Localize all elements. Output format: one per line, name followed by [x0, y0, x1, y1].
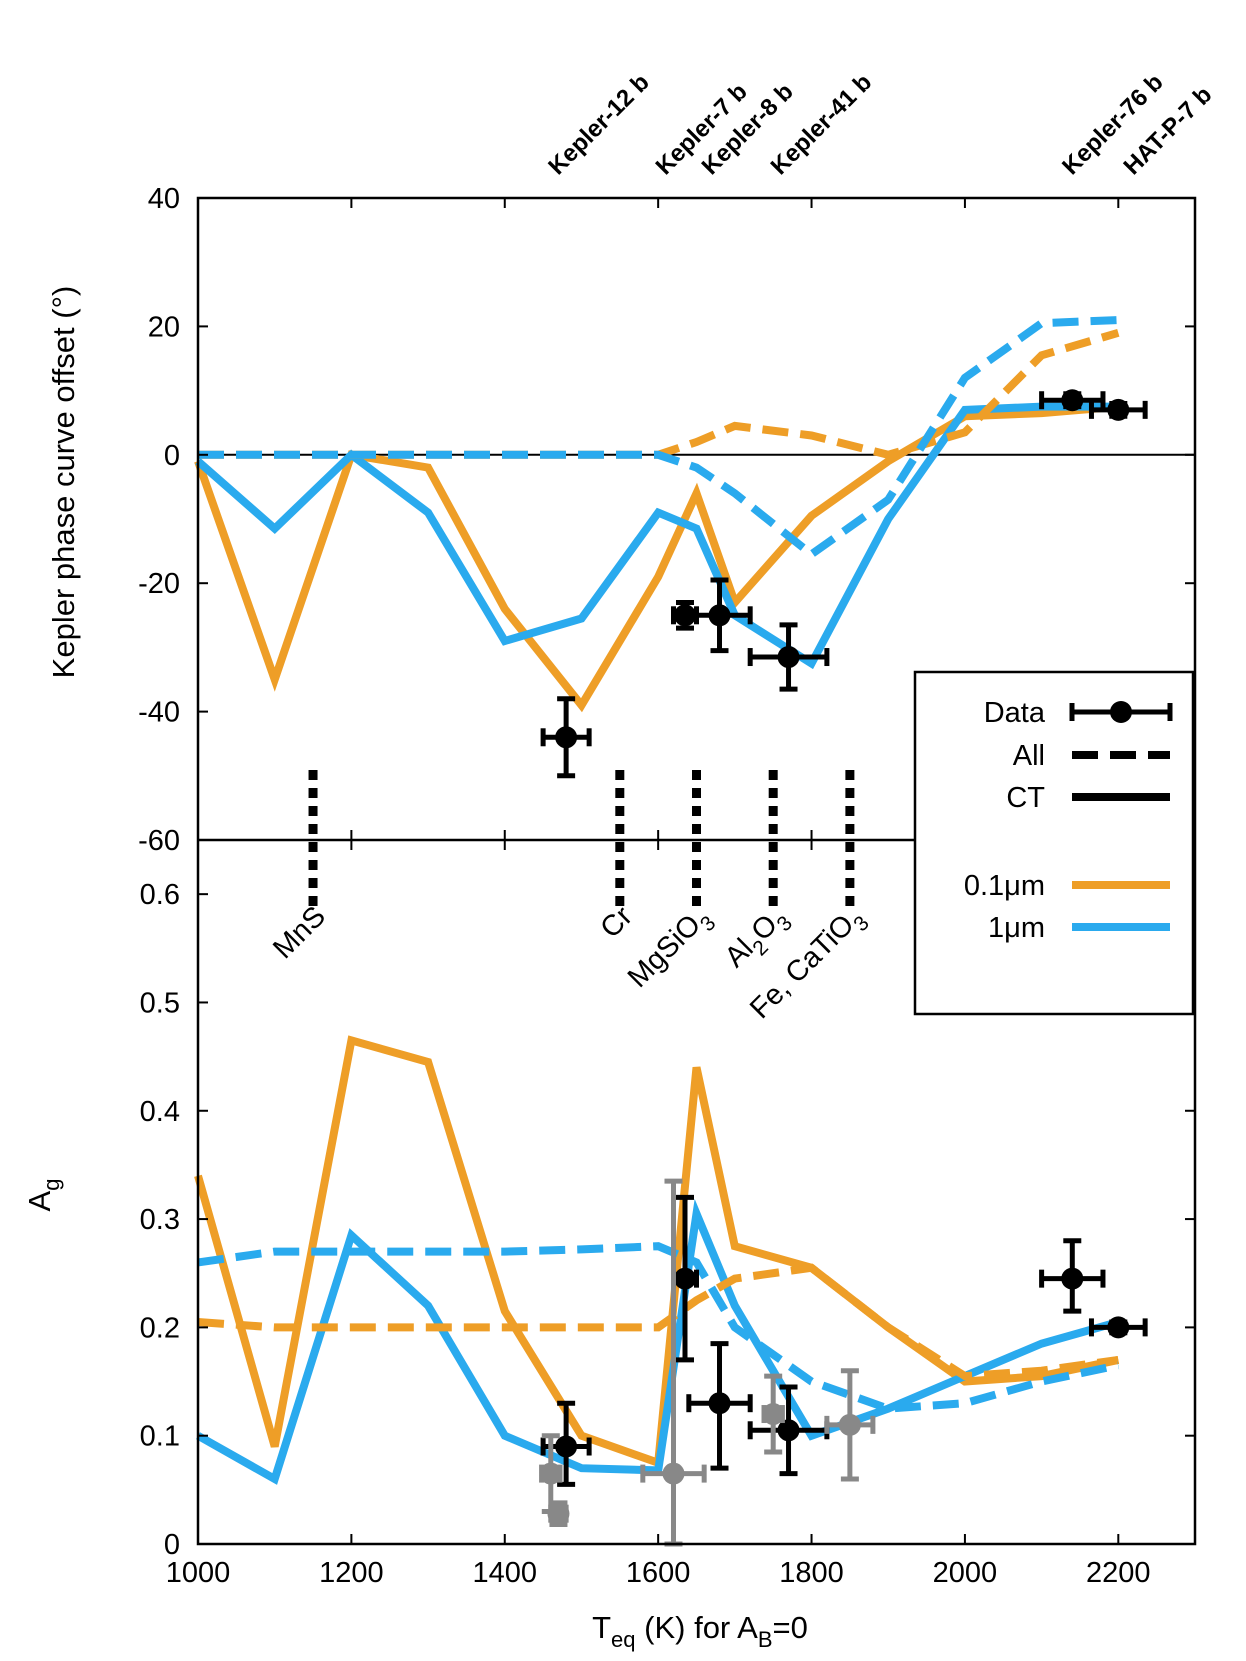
planet-label: Kepler-12 b: [543, 69, 655, 181]
legend-label: CT: [1006, 782, 1045, 814]
bottom-data-point: [761, 1373, 785, 1455]
x-axis-label: Teq (K) for AB=0: [592, 1610, 808, 1652]
top-ticks: 40 20 0 -20 -40 -60: [138, 183, 1195, 857]
top-y-axis-label: Kepler phase curve offset (°): [46, 286, 81, 679]
x-tick-label: 2200: [1086, 1557, 1151, 1589]
top-data-points: [540, 389, 1148, 779]
bottom-data-point: [539, 1433, 563, 1515]
species-label: MnS: [267, 900, 332, 965]
top-y-tick-label: 0: [164, 440, 180, 472]
legend-box: [913, 670, 1195, 1016]
bottom-ticks: 0 0.1 0.2 0.3 0.4 0.5 0.6 1000 1200 1400 1600 1800 2…: [140, 840, 1195, 1589]
legend: Data All CT 0.1μm 1μm: [913, 670, 1195, 1016]
bottom-series-all-1um: [197, 1242, 1120, 1413]
bottom-y-tick-label: 0.3: [140, 1204, 180, 1236]
bottom-data-point: [686, 1341, 753, 1471]
bottom-data-point: [640, 1178, 707, 1547]
bottom-data-point: [824, 1368, 876, 1482]
bottom-data-point: [1039, 1238, 1106, 1314]
bottom-y-axis-label: Ag: [22, 1179, 64, 1212]
legend-swatch: [1069, 701, 1173, 723]
top-data-point: [540, 696, 592, 779]
top-y-tick-label: -60: [138, 825, 180, 857]
top-data-point: [686, 577, 753, 654]
bottom-y-tick-label: 0.6: [140, 879, 180, 911]
top-y-tick-label: 40: [148, 183, 180, 215]
legend-label: 1μm: [988, 912, 1045, 944]
bottom-curves: [194, 1035, 1120, 1485]
x-tick-label: 1400: [473, 1557, 538, 1589]
x-tick-label: 2000: [933, 1557, 998, 1589]
x-tick-label: 1000: [166, 1557, 231, 1589]
top-y-tick-label: -20: [138, 568, 180, 600]
bottom-data-points: [539, 1178, 1148, 1547]
top-data-point: [1039, 389, 1106, 412]
species-label: MgSiO3: [622, 900, 721, 999]
bottom-data-point: [547, 1500, 570, 1528]
bottom-y-tick-label: 0: [164, 1529, 180, 1561]
top-series-all-0p1um: [198, 328, 1120, 459]
bottom-data-point: [747, 1384, 830, 1477]
condensation-lines: [308, 770, 855, 910]
top-data-point: [747, 622, 830, 692]
top-y-tick-label: 20: [148, 311, 180, 343]
top-series-all-1um: [198, 316, 1119, 560]
legend-label: 0.1μm: [964, 870, 1045, 902]
bottom-y-tick-label: 0.1: [140, 1421, 180, 1453]
top-y-tick-label: -40: [138, 697, 180, 729]
species-label: Cr: [594, 900, 639, 945]
bottom-data-point: [1088, 1316, 1148, 1339]
top-data-point: [1088, 398, 1148, 421]
legend-label: Data: [984, 697, 1046, 729]
bottom-panel: 0 0.1 0.2 0.3 0.4 0.5 0.6 1000 1200 1400 1600 1800 2…: [22, 840, 1195, 1652]
bottom-series-all-0p1um: [197, 1263, 1119, 1381]
top-series-ct-1um: [195, 402, 1119, 670]
bottom-data-point: [540, 1400, 592, 1487]
x-tick-label: 1200: [319, 1557, 384, 1589]
x-tick-label: 1800: [779, 1557, 844, 1589]
legend-label: All: [1013, 740, 1045, 772]
bottom-series-ct-1um: [196, 1198, 1120, 1485]
x-tick-label: 1600: [626, 1557, 691, 1589]
top-curves: [194, 316, 1195, 713]
bottom-y-tick-label: 0.4: [140, 1096, 180, 1128]
plot-frame: [196, 196, 1197, 1546]
bottom-y-tick-label: 0.2: [140, 1312, 180, 1344]
bottom-y-tick-label: 0.5: [140, 987, 180, 1019]
